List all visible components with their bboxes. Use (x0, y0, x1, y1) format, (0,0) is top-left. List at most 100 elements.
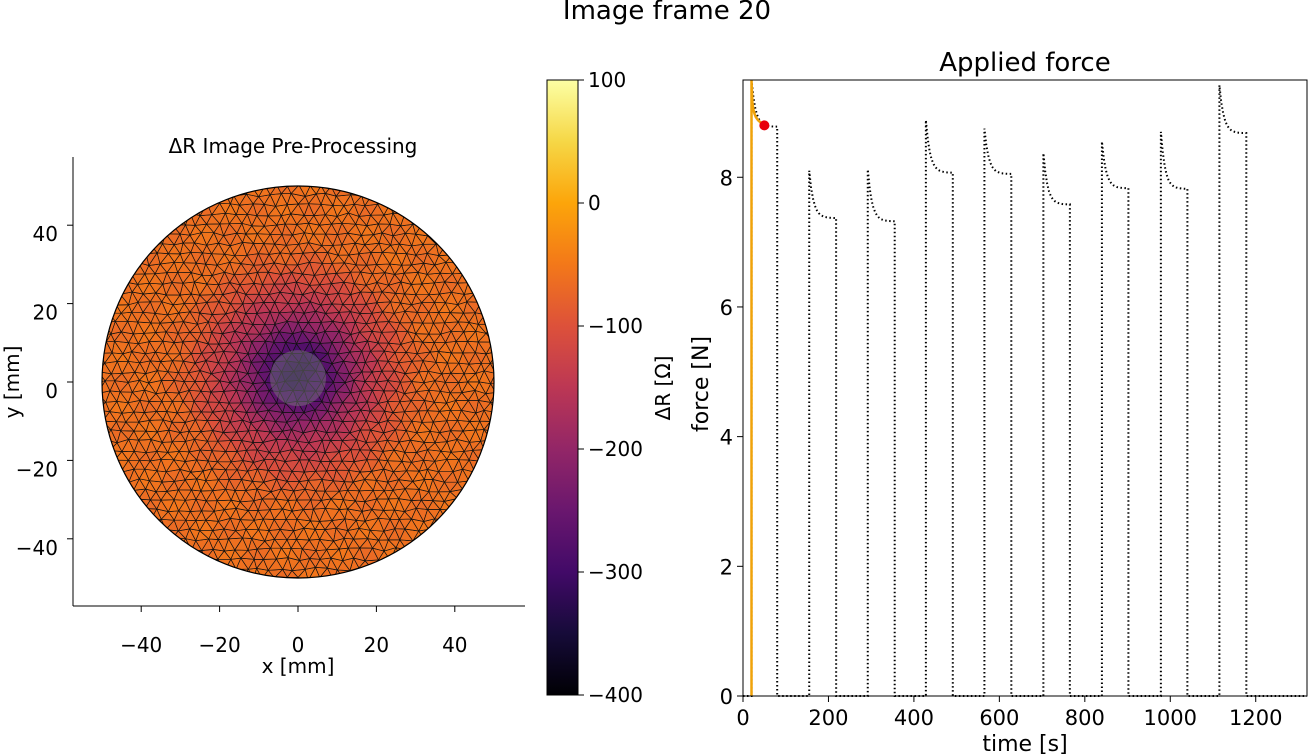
mesh-triangle (305, 580, 315, 588)
mesh-y-label: y [mm] (0, 346, 24, 419)
mesh-triangle (361, 186, 373, 197)
mesh-triangle (412, 540, 426, 552)
mesh-triangle (298, 186, 311, 198)
mesh-triangles (102, 174, 494, 588)
mesh-triangle (290, 576, 306, 578)
colorbar-tick-label: −400 (588, 683, 643, 707)
mesh-triangle (462, 264, 474, 276)
mesh-triangle (309, 186, 322, 195)
colorbar-tick-label: 100 (588, 68, 626, 92)
mesh-triangle (286, 186, 300, 187)
mesh-triangle (426, 222, 441, 237)
mesh-triangle (205, 558, 219, 572)
mesh-triangle (224, 568, 237, 578)
mesh-triangle (276, 186, 289, 187)
mesh-triangle (451, 254, 465, 264)
mesh-triangle (102, 333, 108, 343)
mesh-triangle (292, 174, 302, 185)
force-x-label: time [s] (982, 732, 1067, 755)
mesh-triangle (400, 212, 414, 227)
force-trace (743, 79, 1307, 697)
mesh-triangle (261, 577, 276, 578)
colorbar: 100 0 −100 −200 −300 −400 ΔR [Ω] (546, 68, 675, 707)
mesh-triangle (297, 576, 309, 578)
mesh-triangle (279, 186, 293, 188)
mesh-triangle (154, 528, 167, 541)
mesh-y-tick-label: 20 (33, 301, 58, 325)
force-y-tick-label: 0 (720, 685, 733, 709)
mesh-triangle (492, 341, 494, 352)
mesh-x-tick-label: −20 (198, 633, 240, 657)
mesh-triangle (412, 213, 423, 225)
force-y-tick-label: 6 (720, 296, 733, 320)
force-x-tick-label: 1200 (1229, 706, 1282, 730)
mesh-triangle (206, 193, 221, 205)
force-progress-line (750, 79, 766, 696)
mesh-triangle (279, 576, 292, 578)
force-axes-frame (742, 79, 1308, 697)
mesh-x-ticks: −40 −20 0 20 40 (120, 606, 468, 657)
mesh-triangle (113, 274, 129, 284)
mesh-x-tick-label: 0 (292, 633, 305, 657)
mesh-y-tick-label: 0 (45, 379, 58, 403)
mesh-triangle (474, 292, 488, 303)
force-plot (743, 79, 1307, 697)
force-panel: Applied force 0 200 400 600 800 1000 1200 0 2 4 6… (689, 48, 1308, 755)
colorbar-gradient (546, 79, 579, 696)
mesh-triangle (253, 577, 263, 578)
mesh-triangle (320, 186, 332, 187)
colorbar-tick-label: −100 (588, 314, 643, 338)
mesh-y-tick-label: −40 (16, 536, 58, 560)
force-x-tick-label: 800 (1065, 706, 1105, 730)
mesh-y-tick-label: 40 (33, 222, 58, 246)
figure-title: Image frame 20 (563, 0, 771, 26)
force-x-tick-label: 600 (979, 706, 1019, 730)
mesh-triangle (224, 186, 235, 197)
mesh-triangle (172, 537, 187, 549)
mesh-x-tick-label: −40 (120, 633, 162, 657)
mesh-triangle (395, 547, 408, 561)
mesh-triangle (137, 507, 151, 522)
mesh-triangle (102, 409, 104, 422)
mesh-triangle (309, 186, 322, 187)
mesh-triangle (265, 176, 277, 186)
mesh-triangle (427, 528, 439, 540)
mesh-plot (101, 174, 495, 588)
mesh-triangle (355, 566, 368, 578)
mesh-triangle (480, 301, 491, 316)
mesh-triangle (136, 244, 151, 255)
mesh-triangle (123, 262, 133, 276)
mesh-triangle (376, 196, 391, 205)
mesh-triangle (104, 449, 116, 464)
mesh-triangle (251, 176, 265, 185)
mesh-x-tick-label: 20 (364, 633, 389, 657)
mesh-y-ticks: −40 −20 0 20 40 (16, 222, 73, 560)
colorbar-tick-label: 0 (588, 191, 601, 215)
force-title: Applied force (939, 48, 1110, 78)
force-x-tick-label: 0 (736, 706, 749, 730)
mesh-panel: ΔR Image Pre-Processing −40 −20 0 20 40 −40−… (0, 134, 525, 678)
mesh-x-tick-label: 40 (442, 633, 467, 657)
mesh-triangle (122, 489, 135, 502)
mesh-triangle (227, 186, 241, 197)
force-y-label: force [N] (689, 336, 714, 432)
force-x-ticks: 0 200 400 600 800 1000 1200 (736, 696, 1282, 730)
force-y-tick-label: 2 (720, 555, 733, 579)
force-y-tick-label: 4 (720, 426, 733, 450)
mesh-outline (101, 185, 495, 579)
mesh-min-marker (270, 350, 326, 407)
mesh-triangle (483, 439, 494, 453)
mesh-triangle (286, 576, 299, 578)
current-time-marker (759, 120, 770, 131)
mesh-triangle (468, 478, 479, 491)
mesh-triangle (461, 488, 474, 502)
mesh-y-tick-label: −20 (16, 457, 58, 481)
mesh-triangle (189, 205, 201, 217)
force-x-tick-label: 400 (894, 706, 934, 730)
mesh-triangle (301, 186, 317, 187)
mesh-triangle (358, 567, 373, 578)
colorbar-label: ΔR [Ω] (651, 356, 675, 421)
mesh-triangle (115, 481, 130, 493)
mesh-x-label: x [mm] (262, 654, 335, 678)
